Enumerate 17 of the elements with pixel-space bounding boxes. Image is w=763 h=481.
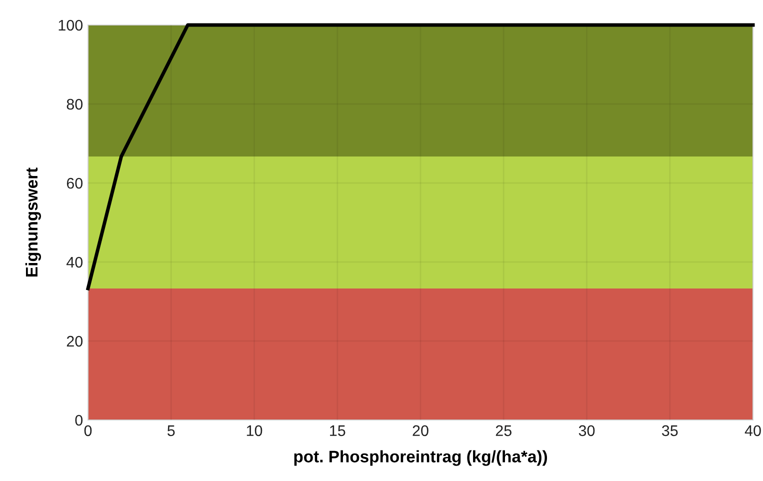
x-tick-label: 15 — [330, 425, 346, 436]
y-axis-title: Eignungswert — [25, 168, 41, 276]
x-tick-label: 40 — [744, 425, 761, 436]
x-tick-label: 30 — [578, 425, 595, 436]
x-tick-label: 35 — [662, 425, 678, 436]
y-tick-label: 40 — [66, 256, 83, 268]
y-tick-label: 80 — [66, 98, 83, 110]
x-tick-label: 25 — [496, 425, 512, 436]
x-tick-label: 10 — [246, 425, 262, 436]
x-tick-label: 5 — [167, 425, 175, 436]
x-tick-label: 0 — [84, 425, 92, 436]
x-tick-label: 20 — [412, 425, 428, 436]
y-tick-label: 20 — [66, 336, 83, 347]
x-axis-title: pot. Phosphoreintrag (kg/(ha*a)) — [294, 450, 547, 466]
y-tick-label: 0 — [75, 414, 83, 426]
y-tick-label: 100 — [58, 20, 83, 31]
y-tick-label: 60 — [66, 178, 83, 189]
